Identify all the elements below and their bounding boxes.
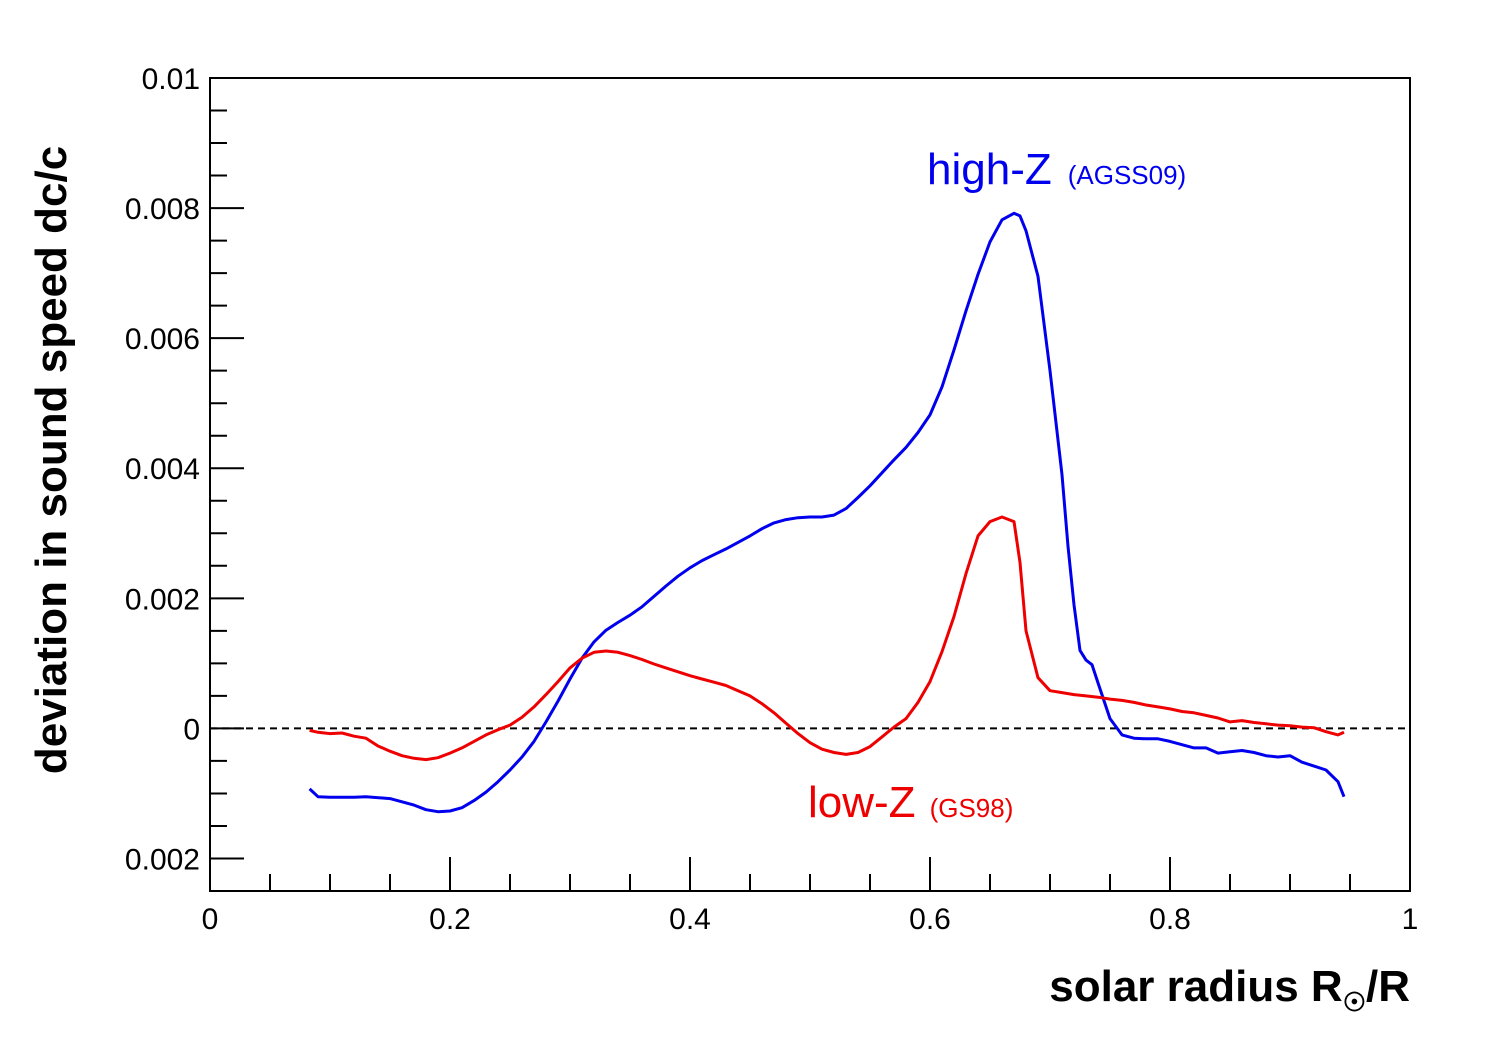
y-tick-label: 0.006	[125, 323, 200, 356]
series-label-low-z: low-Z (GS98)	[808, 778, 1013, 827]
x-tick-labels: 0 0.2 0.4 0.6 0.8 1	[202, 903, 1419, 936]
y-tick-labels: 0.002 0 0.002 0.004 0.006 0.008 0.01	[125, 63, 200, 876]
x-minor-ticks	[209, 857, 1411, 891]
series-label-high-z-name: high-Z	[927, 145, 1052, 194]
sun-symbol: ☉	[1343, 987, 1366, 1017]
y-tick-label: 0.008	[125, 193, 200, 226]
x-tick-label: 0	[202, 903, 219, 936]
series-label-low-z-tag: (GS98)	[930, 793, 1014, 823]
y-axis-title: deviation in sound speed dc/c	[27, 146, 76, 774]
series-line-high-z	[308, 211, 1346, 814]
plot-frame	[209, 77, 1411, 892]
x-tick-label: 1	[1402, 903, 1419, 936]
series-line-low-z	[309, 515, 1345, 762]
y-tick-label: 0.01	[142, 63, 200, 96]
y-tick-label: 0.004	[125, 453, 200, 486]
y-tick-label: 0.002	[125, 843, 200, 876]
y-tick-label: 0	[183, 713, 200, 746]
series-label-high-z-tag: (AGSS09)	[1068, 160, 1187, 190]
y-minor-ticks	[210, 77, 244, 892]
x-axis-title-text: solar radius R	[1049, 962, 1342, 1011]
series-lines	[308, 211, 1346, 814]
y-tick-label: 0.002	[125, 583, 200, 616]
series-label-low-z-name: low-Z	[808, 778, 916, 827]
x-tick-label: 0.8	[1149, 903, 1191, 936]
x-tick-label: 0.4	[669, 903, 711, 936]
x-tick-label: 0.2	[429, 903, 471, 936]
x-tick-label: 0.6	[909, 903, 951, 936]
series-label-high-z: high-Z (AGSS09)	[927, 145, 1186, 194]
x-axis-title: solar radius R☉/R	[1049, 962, 1410, 1017]
x-axis-title-suffix: /R	[1366, 962, 1410, 1011]
